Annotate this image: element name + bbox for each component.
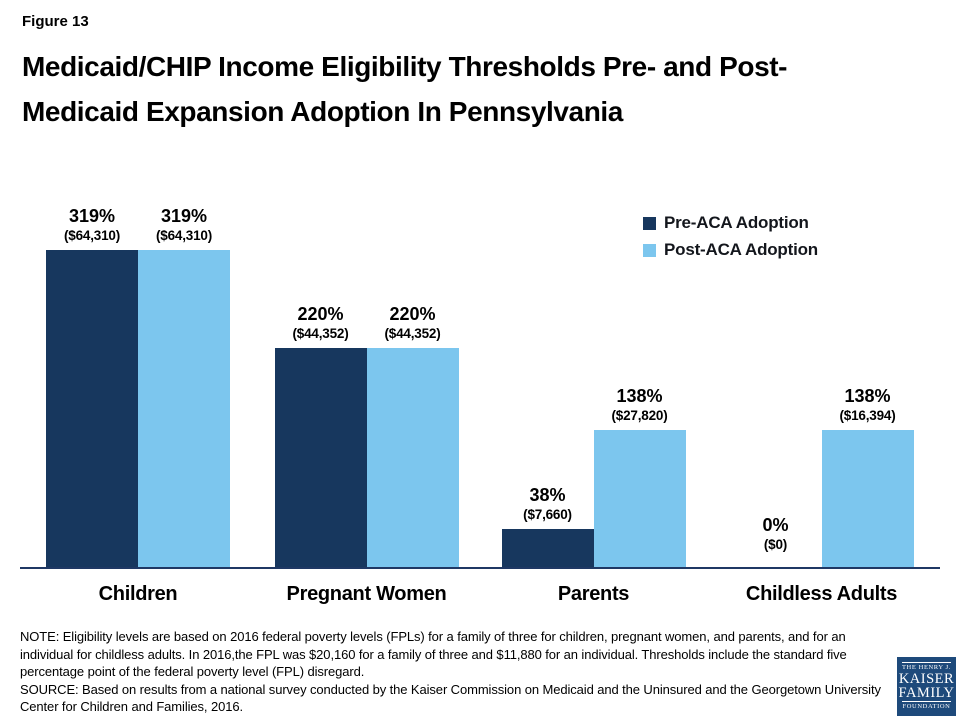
x-axis-label-children: Children [98,583,178,605]
dollar-label: ($44,352) [384,326,441,341]
kff-logo: THE HENRY J. KAISER FAMILY FOUNDATION [897,657,956,716]
legend-item-pre-aca: Pre-ACA Adoption [643,213,818,233]
value-label-post-aca-pregnant-women: 220% ($44,352) [348,303,478,342]
percent-label: 138% [844,386,891,406]
dollar-label: ($16,394) [839,408,896,423]
kff-logo-kaiser: KAISER [898,671,955,687]
legend: Pre-ACA Adoption Post-ACA Adoption [643,213,818,267]
chart-title-line2: Medicaid Expansion Adoption In Pennsylva… [22,96,623,127]
bar-post-aca-pregnant-women [366,348,459,567]
percent-label: 319% [160,206,208,226]
kff-logo-rule-top [902,662,951,663]
bar-pre-aca-parents [501,529,594,567]
source-text: SOURCE: Based on results from a national… [20,681,881,715]
dollar-label: ($64,310) [64,228,120,243]
percent-label: 319% [68,206,116,226]
value-label-post-aca-children: 319% ($64,310) [119,205,249,244]
dollar-label: ($64,310) [156,228,212,243]
dollar-label: ($0) [763,537,788,552]
kff-logo-henry-j: THE HENRY J. [901,664,952,671]
footnotes: NOTE: Eligibility levels are based on 20… [20,628,892,716]
percent-label: 0% [762,515,789,535]
percent-label: 138% [616,386,663,406]
bar-pre-aca-pregnant-women [274,348,367,567]
x-axis-line [20,567,940,569]
bar-post-aca-children [138,250,230,567]
bar-post-aca-parents [593,430,686,567]
x-axis-label-parents: Parents [557,583,630,605]
percent-label: 220% [297,304,344,324]
x-axis-label-pregnant-women: Pregnant Women [286,583,447,605]
chart-title-line1: Medicaid/CHIP Income Eligibility Thresho… [22,51,788,82]
dollar-label: ($7,660) [523,507,572,522]
value-label-pre-aca-childless-adults: 0% ($0) [711,514,841,553]
legend-item-post-aca: Post-ACA Adoption [643,240,818,260]
value-label-pre-aca-parents: 38% ($7,660) [483,484,613,523]
value-label-pre-aca-children: 319% ($64,310) [27,205,157,244]
legend-label-pre-aca: Pre-ACA Adoption [664,213,809,232]
x-axis-label-childless-adults: Childless Adults [745,583,898,605]
value-label-pre-aca-pregnant-women: 220% ($44,352) [256,303,386,342]
bar-pre-aca-children [46,250,138,567]
kff-logo-family: FAMILY [898,685,955,701]
value-label-post-aca-parents: 138% ($27,820) [575,385,705,424]
legend-swatch-post-aca-icon [643,243,656,257]
kff-logo-rule-bottom [902,701,951,702]
kff-logo-foundation: FOUNDATION [902,703,951,710]
chart-title: Medicaid/CHIP Income Eligibility Thresho… [22,44,952,134]
dollar-label: ($44,352) [292,326,349,341]
bar-post-aca-childless-adults [821,430,914,567]
x-axis-labels: Children Pregnant Women Parents Childless A… [20,583,940,611]
percent-label: 220% [389,304,436,324]
note-text: NOTE: Eligibility levels are based on 20… [20,629,847,679]
figure-label: Figure 13 [22,13,89,30]
value-label-post-aca-childless-adults: 138% ($16,394) [803,385,933,424]
legend-label-post-aca: Post-ACA Adoption [664,240,818,259]
percent-label: 38% [529,485,566,505]
legend-swatch-pre-aca-icon [643,216,656,230]
dollar-label: ($27,820) [611,408,668,423]
bar-chart: 319% ($64,310) 319% ($64,310) 220% ($44,352) 2… [20,190,940,569]
